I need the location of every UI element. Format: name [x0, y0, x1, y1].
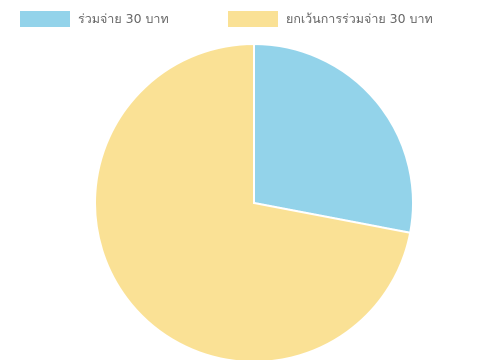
pie-slice-0[interactable]: ร่วมจ่าย 30 บาท: [253, 42, 414, 234]
pie-slice-1[interactable]: ยกเว้นการร่วมจ่าย 30 บาท: [94, 42, 412, 360]
legend-item-co-pay[interactable]: ร่วมจ่าย 30 บาท: [20, 9, 169, 29]
legend-swatch-co-pay: [20, 11, 70, 27]
legend-label-co-pay: ร่วมจ่าย 30 บาท: [78, 11, 169, 26]
chart-legend: ร่วมจ่าย 30 บาท ยกเว้นการร่วมจ่าย 30 บาท: [0, 9, 493, 29]
legend-swatch-exempt: [228, 11, 278, 27]
legend-label-exempt: ยกเว้นการร่วมจ่าย 30 บาท: [286, 11, 433, 26]
legend-item-exempt[interactable]: ยกเว้นการร่วมจ่าย 30 บาท: [228, 9, 433, 29]
